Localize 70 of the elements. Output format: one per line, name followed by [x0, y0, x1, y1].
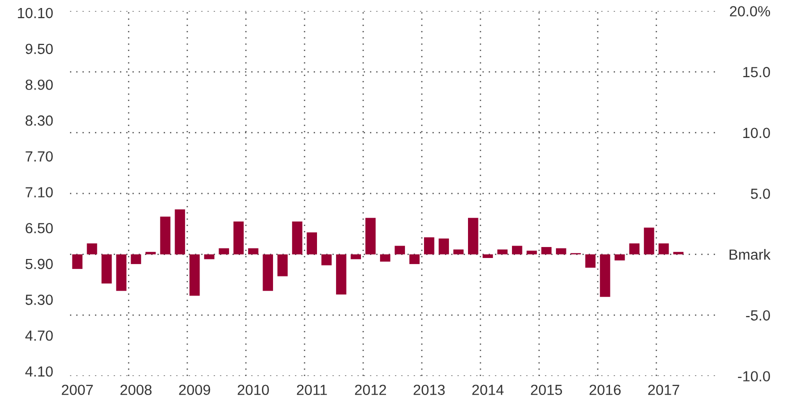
x-tick-label: 2012 [355, 384, 386, 396]
bar [585, 254, 596, 268]
bar [102, 254, 112, 284]
bar [600, 254, 610, 297]
bar [614, 254, 625, 260]
bar [629, 243, 640, 254]
y2-tick-label: Bmark [730, 249, 771, 260]
bar [233, 221, 244, 254]
bar [277, 254, 288, 276]
x-tick-label: 2011 [296, 384, 327, 396]
y-tick-label: 10.10 [18, 8, 53, 18]
bar [336, 254, 346, 294]
y2-tick-label: 15.0 [743, 66, 770, 78]
bar [174, 209, 186, 254]
bar [482, 254, 493, 258]
x-tick-label: 2010 [238, 384, 269, 396]
bar [644, 228, 654, 254]
y-tick-label: 4.70 [25, 330, 53, 341]
bar [556, 248, 566, 254]
y2-tick-label: -10.0 [738, 371, 770, 382]
bar [438, 238, 449, 254]
bar [160, 216, 170, 254]
bar [72, 254, 82, 269]
bar [541, 247, 552, 254]
bar [116, 254, 126, 291]
bar [218, 248, 230, 254]
bar [248, 248, 258, 254]
bar [380, 254, 390, 262]
bar [145, 252, 156, 254]
y2-tick-label: 10.0 [743, 128, 770, 138]
bar [292, 221, 302, 254]
x-tick-label: 2007 [62, 384, 93, 396]
y-tick-label: 7.70 [26, 151, 53, 162]
bar [189, 254, 200, 296]
bar [526, 250, 537, 254]
x-tick-label: 2016 [590, 384, 621, 396]
y-tick-label: 8.30 [26, 115, 53, 126]
x-tick-label: 2017 [648, 384, 680, 396]
y2-tick-label: 5.0 [750, 188, 770, 199]
y-tick-label: 5.90 [26, 258, 53, 270]
y-tick-label: 8.90 [26, 80, 53, 90]
y-tick-label: 9.50 [26, 44, 53, 54]
y-tick-label: 4.10 [25, 366, 53, 377]
y-tick-label: 7.10 [26, 187, 53, 198]
bar [409, 254, 420, 264]
bar [86, 243, 98, 254]
bar [673, 252, 684, 254]
bar [350, 254, 361, 260]
bar [365, 218, 376, 254]
x-tick-label: 2015 [530, 384, 562, 396]
bar [321, 254, 332, 266]
bar [130, 254, 142, 264]
bar [497, 249, 508, 254]
bar [512, 246, 522, 254]
y2-tick-label: 20.0% [730, 6, 770, 16]
x-tick-label: 2013 [414, 384, 445, 396]
y-tick-label: 6.50 [26, 222, 53, 234]
bar [658, 243, 669, 254]
bar [453, 249, 464, 254]
x-tick-label: 2009 [179, 384, 210, 396]
x-tick-label: 2014 [472, 384, 504, 396]
bar [204, 254, 214, 260]
y-tick-label: 5.30 [26, 294, 53, 305]
bar [424, 237, 434, 254]
bar [468, 218, 478, 254]
y2-tick-label: -5.0 [746, 310, 770, 321]
bar [262, 254, 274, 291]
bar [394, 246, 405, 254]
x-tick-label: 2008 [120, 384, 152, 396]
bar [306, 232, 318, 254]
